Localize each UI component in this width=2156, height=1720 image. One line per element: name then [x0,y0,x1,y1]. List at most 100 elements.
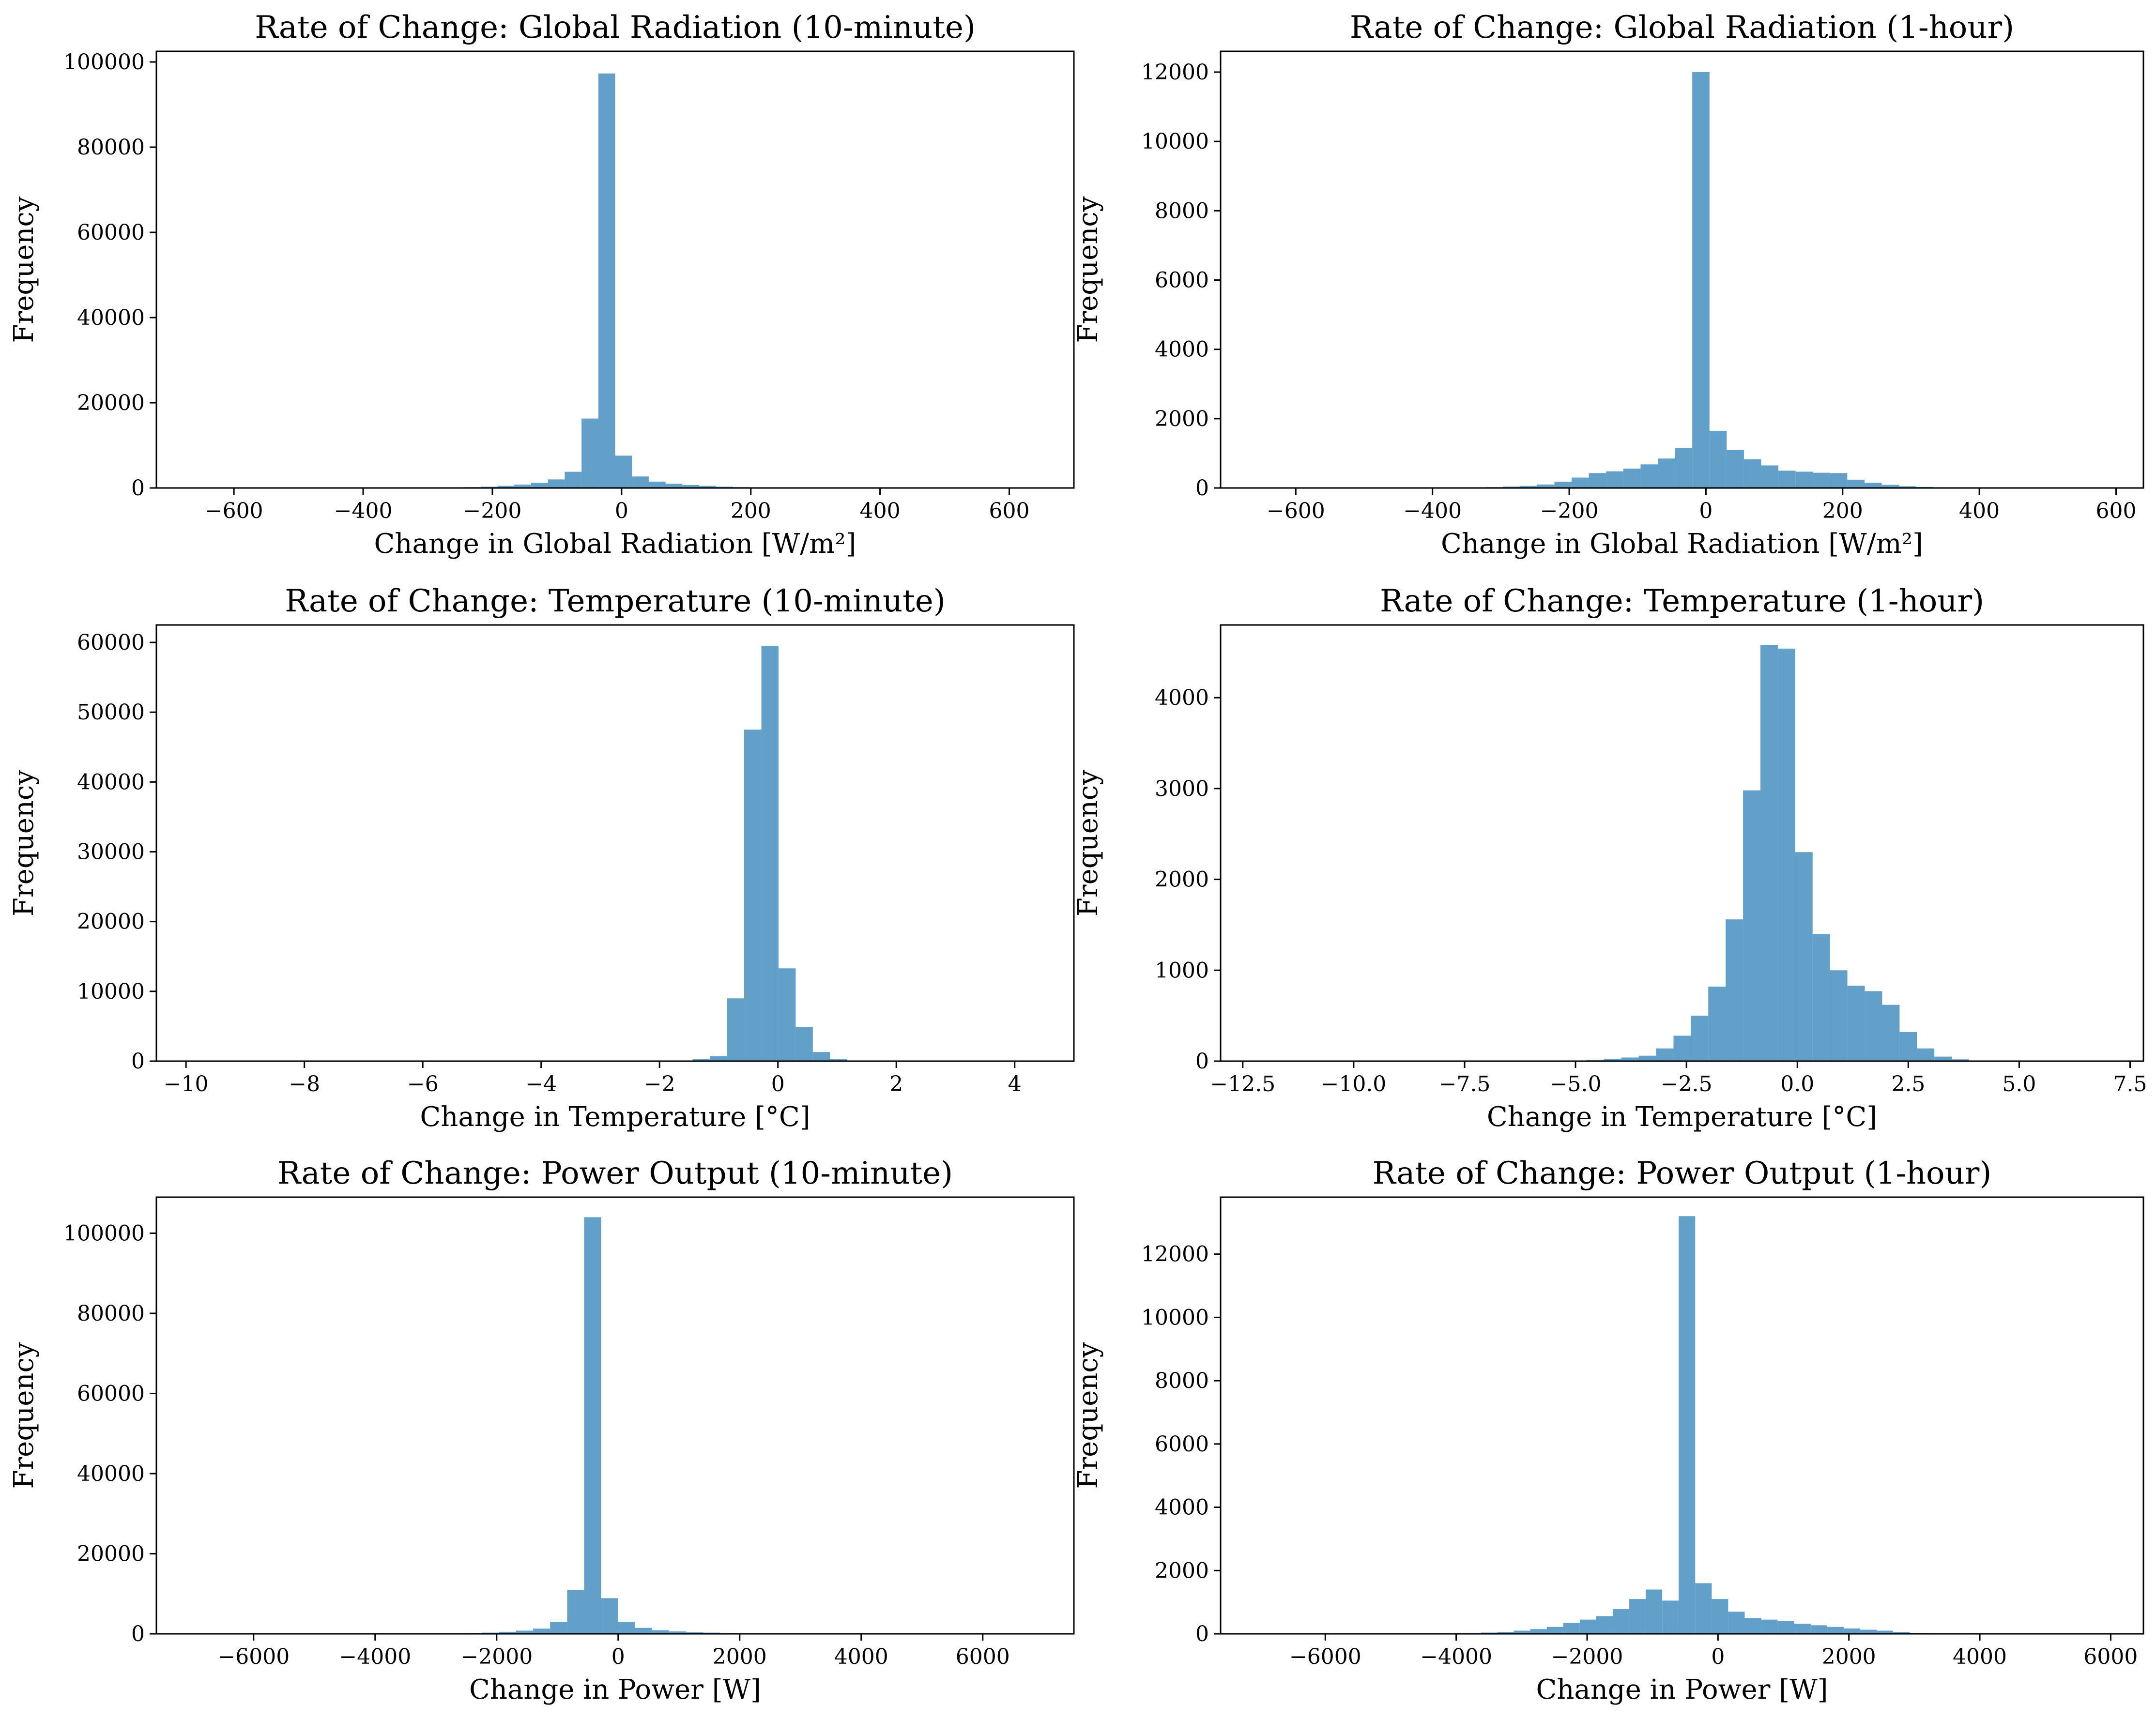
subplot-5: −6000 −4000 −2000 0 2000 4000 6000020000400006… [8,1156,1075,1705]
y-tick-label: 0 [131,1622,145,1646]
x-tick-label: 600 [2096,499,2137,523]
y-tick-label: 8000 [1155,1369,1209,1393]
x-tick-label: 7.5 [2113,1072,2147,1096]
y-tick-label: 0 [131,476,145,501]
histogram-bar [1899,486,1916,488]
histogram-bar [497,486,515,488]
y-axis-label: Frequency [8,196,40,343]
x-tick-label: −2000 [460,1644,533,1669]
y-tick-label: 0 [131,1049,145,1074]
histogram-bar [1695,1583,1712,1634]
x-tick-label: −200 [463,499,522,523]
histogram-bar [581,418,598,488]
histogram-bar [1881,485,1899,488]
histogram-bar [1679,1216,1696,1634]
x-tick-label: 400 [860,499,901,523]
y-tick-label: 1000 [1155,958,1209,983]
histogram-bar [1727,450,1744,488]
histogram-bar [516,1630,534,1634]
histogram-bars [1266,1216,2091,1634]
histogram-bar [812,1052,830,1061]
y-tick-label: 20000 [77,391,145,415]
histogram-bar [699,486,716,488]
histogram-bar [598,73,615,488]
histogram-bar [1810,1625,1827,1634]
x-axis-label: Change in Power [W] [469,1674,761,1705]
y-tick-label: 12000 [1141,60,1209,85]
chart-title: Rate of Change: Temperature (10-minute) [285,583,945,619]
histogram-bars [1256,645,2126,1061]
axes-frame [155,624,1075,1062]
x-tick-label: −600 [1267,499,1325,523]
histogram-bar [1830,473,1848,488]
histogram-bar [1662,1600,1679,1634]
x-tick-label: −6000 [1289,1644,1361,1669]
y-axis-label: Frequency [8,1342,40,1489]
histogram-bar [1530,1629,1547,1634]
axes-frame [1220,624,2144,1062]
y-axis-label: Frequency [1072,770,1104,916]
histogram-bar [1606,471,1623,488]
y-tick-label: 10000 [1141,129,1209,154]
histogram-bar [1917,1048,1935,1061]
histogram-bar [761,646,779,1061]
histogram-bar [1744,1618,1761,1634]
histogram-bar [1726,919,1743,1061]
axes-frame [1220,1196,2144,1635]
histogram-bar [1691,1016,1709,1061]
axes-frame [155,1196,1075,1635]
x-tick-label: 0.0 [1780,1072,1814,1096]
x-tick-label: 4000 [834,1644,888,1669]
x-tick-label: 400 [1959,499,2000,523]
histogram-bar [1877,1630,1894,1634]
y-tick-label: 0 [1195,476,1209,501]
histogram-bar [710,1056,727,1061]
histogram-bar [1604,1059,1621,1061]
chart-title: Rate of Change: Temperature (1-hour) [1380,583,1984,619]
x-tick-label: 0 [1711,1644,1725,1669]
histogram-bar [795,1027,813,1061]
histogram-bar [682,485,699,488]
histogram-bar [669,1631,687,1634]
y-tick-label: 80000 [77,135,145,160]
histogram-bar [1827,1627,1844,1634]
y-tick-label: 12000 [1141,1242,1209,1267]
histogram-bar [567,1590,584,1634]
x-tick-label: 2.5 [1891,1072,1925,1096]
y-tick-label: 20000 [77,1541,145,1566]
histogram-bar [531,483,548,488]
y-tick-label: 80000 [77,1301,145,1326]
histogram-bar [1830,970,1848,1061]
x-tick-label: 600 [989,499,1030,523]
histogram-bars [193,1217,1044,1634]
x-axis-label: Change in Temperature [°C] [1487,1101,1877,1133]
x-tick-label: 6000 [2083,1644,2138,1669]
chart-title: Rate of Change: Global Radiation (10-min… [255,10,976,46]
y-tick-label: 4000 [1155,685,1209,710]
y-tick-label: 10000 [1141,1305,1209,1330]
histogram-bar [1794,1624,1811,1634]
x-axis-label: Change in Power [W] [1536,1674,1828,1705]
x-tick-label: 0 [1699,499,1713,523]
histogram-bar [1843,1628,1860,1634]
histogram-bar [533,1629,550,1634]
histogram-bar [618,1622,635,1634]
x-tick-label: −400 [334,499,393,523]
x-tick-label: −4000 [339,1644,411,1669]
y-tick-label: 2000 [1155,1558,1209,1583]
histogram-bar [1537,484,1555,488]
x-tick-label: 200 [1822,499,1863,523]
x-tick-label: 200 [731,499,771,523]
x-tick-label: −6000 [217,1644,290,1669]
histogram-bar [1893,1632,1910,1634]
histogram-bar [1623,468,1641,488]
axes-frame [155,50,1075,489]
y-tick-label: 4000 [1155,337,1209,362]
y-tick-label: 6000 [1155,268,1209,292]
histogram-bar [1864,483,1882,488]
subplot-3: −10 −8 −6 −4 −2 0 2 4 0 10000 20000 30000 40000 50000… [8,583,1075,1133]
y-tick-label: 60000 [77,630,145,655]
histogram-bar [1579,1619,1596,1634]
x-tick-label: −600 [205,499,263,523]
y-tick-label: 10000 [77,979,145,1004]
